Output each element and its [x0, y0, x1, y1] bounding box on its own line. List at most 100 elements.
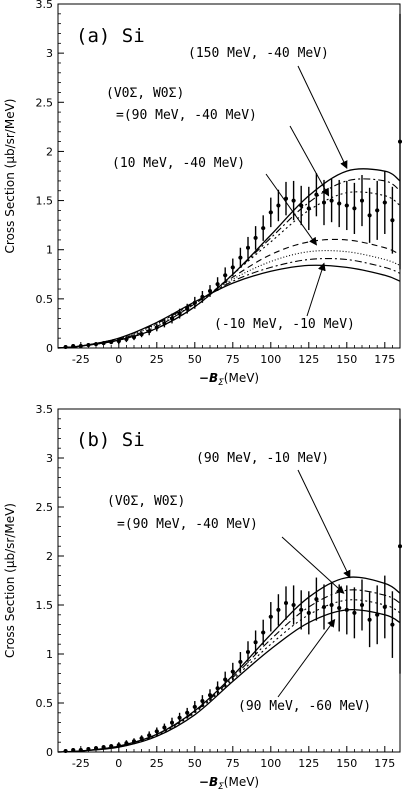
panel-a-yticks: 0 0.5 1 1.5 2 2.5 3 3.5: [36, 0, 64, 355]
panel-b-annotation-top: (90 MeV, -10 MeV): [196, 451, 329, 466]
panel-b-data-point: [192, 704, 197, 709]
panel-a-ytick-label: 1.5: [36, 195, 54, 208]
panel-b-data-point: [223, 677, 228, 682]
panel-a-ytick-label: 0.5: [36, 293, 54, 306]
panel-b-data-point: [132, 739, 136, 744]
panel-b-data-point: [185, 710, 190, 715]
panel-a-data-point: [230, 265, 235, 270]
panel-a-xlabel: −BΣ(MeV): [199, 371, 259, 388]
panel-b-data-point: [208, 693, 212, 698]
panel-a-ytick-label: 3: [46, 47, 53, 60]
panel-a-data-point: [147, 329, 152, 334]
panel-b-xlabel-sub: Σ: [218, 782, 224, 792]
panel-a-data-point: [162, 321, 167, 326]
panel-a-points: [63, 13, 402, 350]
panel-a-ytick-label: 3.5: [36, 0, 54, 11]
panel-a-xlabel-unit: (MeV): [224, 371, 259, 385]
panel-b-xtick-label: 175: [374, 757, 395, 770]
panel-a-data-point: [322, 200, 326, 205]
panel-b-ytick-label: 0.5: [36, 697, 54, 710]
panel-b-xtick-label: 100: [260, 757, 281, 770]
panel-a-xtick-label: 25: [150, 353, 164, 366]
panel-a-data-point: [284, 196, 288, 201]
panel-a-data-point: [94, 342, 98, 347]
panel-b-series-1-line: [57, 589, 401, 753]
panel-a-annotation-mid: (10 MeV, -40 MeV): [112, 156, 245, 171]
panel-b-data-point: [101, 745, 106, 750]
panel-a-data-point: [246, 245, 250, 250]
panel-b-series-2-line: [57, 599, 401, 753]
panel-a-data-point: [352, 206, 357, 211]
panel-b-data-point: [230, 669, 235, 674]
panel-b-data-point: [299, 607, 304, 612]
panel-a-data-point: [360, 198, 364, 203]
panel-b-arrows: [277, 469, 351, 698]
panel-a-annotation-arrow: [297, 65, 348, 170]
panel-b-data-point: [253, 640, 258, 645]
panel-b-data-point: [200, 699, 205, 704]
panel-b-yticks: 0 0.5 1 1.5 2 2.5 3 3.5: [36, 403, 64, 759]
panel-b-data-point: [344, 607, 349, 612]
panel-a-ytick-label: 2: [46, 145, 53, 158]
panel-a-data-point: [109, 340, 114, 345]
panel-b-xtick-label: 125: [298, 757, 319, 770]
panel-a-xlabel-main: −B: [199, 371, 218, 385]
panel-b-annotation-bottom: (90 MeV, -60 MeV): [238, 699, 371, 714]
panel-a-annotation-arrow: [289, 125, 330, 197]
panel-b-title: (b) Si: [76, 429, 145, 451]
panel-b-data-point: [375, 612, 380, 617]
panel-b-xtick-label: 150: [336, 757, 357, 770]
panel-b-data-point: [382, 604, 387, 609]
panel-b-xlabel: −BΣ(MeV): [199, 775, 259, 792]
panel-b-data-point: [268, 614, 273, 619]
panel-a-data-point: [337, 201, 342, 206]
panel-b-data-point: [215, 686, 220, 691]
panel-b-data-point: [238, 659, 243, 664]
panel-b-xlabel-unit: (MeV): [224, 775, 259, 789]
panel-a-xtick-label: 150: [336, 353, 357, 366]
panel-b-frame: [57, 408, 401, 753]
panel-b-annotation-params-value: =(90 MeV, -40 MeV): [117, 517, 258, 532]
panel-b-data-point: [261, 630, 266, 635]
panel-a-title: (a) Si: [76, 25, 145, 47]
panel-b-data-point: [124, 741, 129, 746]
panel-a-data-point: [276, 203, 281, 208]
panel-a-data-point: [299, 203, 304, 208]
panel-a-series-3-line: [57, 238, 401, 349]
panel-a-data-point: [253, 235, 258, 240]
panel-a-series-4-line: [57, 250, 401, 349]
panel-b-series-0-line: [57, 576, 401, 753]
panel-a-data-point: [154, 325, 159, 330]
panel-a-data-point: [367, 213, 372, 218]
panel-a-annotation-top: (150 MeV, -40 MeV): [188, 46, 329, 61]
panel-b-data-point: [352, 610, 357, 615]
panel-a-ytick-label: 0: [46, 342, 53, 355]
panel-a-xticks: -25 0 25 50 75 100 125 150 175: [65, 342, 401, 366]
panel-b-xtick-label: 25: [150, 757, 164, 770]
panel-b-ytick-label: 3: [46, 452, 53, 465]
panel-b-annotation-params: (V0Σ, W0Σ): [107, 494, 185, 509]
panel-b-ylabel: Cross Section (μb/sr/MeV): [3, 503, 17, 658]
panel-b-xtick-label: 50: [188, 757, 202, 770]
panel-a-data-point: [329, 198, 334, 203]
panel-b-ytick-label: 0: [46, 746, 53, 759]
panel-a-data-point: [223, 273, 228, 278]
panel-a-annotations: (150 MeV, -40 MeV) (V0Σ, W0Σ) =(90 MeV, …: [106, 46, 355, 332]
panel-b-series-3-line: [57, 609, 401, 753]
panel-a-data-point: [101, 341, 106, 346]
panel-a-data-point: [306, 206, 311, 211]
panel-b-curves: [57, 576, 401, 753]
panel-b-data-point: [139, 736, 144, 741]
panel-b-data-point: [329, 603, 334, 607]
panel-a-annotation-params-value: =(90 MeV, -40 MeV): [116, 108, 257, 123]
panel-b-xtick-label: 75: [226, 757, 240, 770]
panel-b-data-point: [322, 604, 326, 609]
panel-a-data-point: [268, 210, 273, 215]
panel-b-xtick-label: -25: [72, 757, 90, 770]
panel-a-data-point: [208, 288, 212, 293]
panel-a-annotation-arrow: [306, 262, 326, 317]
panel-b-data-point: [337, 605, 342, 610]
panel-b-data-point: [360, 603, 364, 607]
panel-b-ytick-label: 3.5: [36, 403, 54, 416]
